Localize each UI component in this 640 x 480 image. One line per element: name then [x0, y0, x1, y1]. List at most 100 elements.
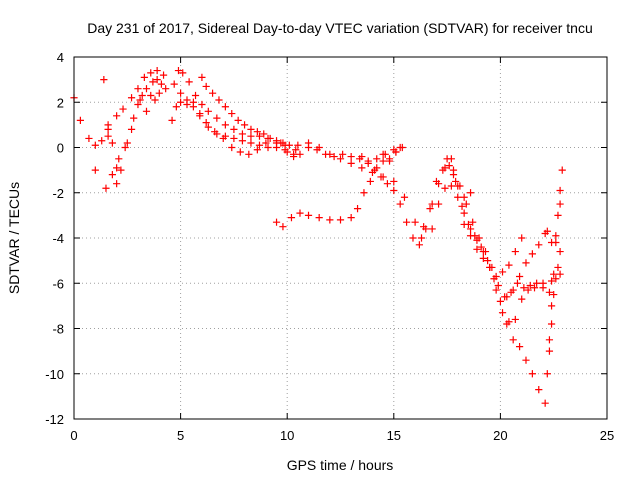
- data-point: [234, 116, 242, 124]
- data-point: [113, 112, 121, 120]
- data-point: [486, 263, 494, 272]
- y-tick-label: -12: [45, 412, 64, 427]
- data-point: [454, 182, 462, 190]
- data-point: [255, 132, 264, 140]
- data-point: [503, 293, 511, 301]
- data-point: [360, 189, 368, 197]
- data-point: [469, 218, 477, 226]
- data-point: [115, 155, 123, 163]
- data-point: [547, 320, 556, 328]
- data-point: [102, 184, 110, 192]
- data-point: [260, 130, 268, 138]
- data-point: [428, 200, 436, 208]
- data-point: [411, 218, 419, 226]
- data-point: [296, 150, 304, 158]
- data-point: [98, 137, 106, 145]
- data-point: [221, 103, 229, 111]
- data-point: [253, 146, 261, 154]
- data-point: [236, 148, 244, 156]
- data-point: [198, 100, 206, 109]
- data-point: [76, 116, 84, 124]
- y-tick-label: -10: [45, 367, 64, 382]
- data-point: [185, 78, 193, 86]
- data-point: [454, 193, 462, 201]
- data-point: [272, 137, 281, 145]
- data-point: [496, 297, 504, 305]
- data-point: [479, 254, 487, 262]
- data-point: [545, 288, 554, 296]
- x-tick-label: 25: [600, 428, 614, 443]
- data-point: [353, 204, 362, 213]
- data-point: [473, 245, 481, 253]
- data-point: [439, 166, 447, 174]
- data-point: [400, 193, 409, 201]
- series-track-2: [100, 76, 170, 188]
- data-point: [347, 214, 355, 222]
- series-track-19: [545, 247, 564, 355]
- data-point: [552, 232, 560, 240]
- data-point: [449, 171, 458, 179]
- data-point: [358, 164, 366, 172]
- data-point: [498, 309, 507, 317]
- data-point: [543, 370, 551, 378]
- series-track-16: [449, 171, 475, 201]
- data-point: [556, 247, 564, 256]
- data-point: [458, 202, 466, 210]
- data-point: [550, 290, 558, 299]
- series-track-6: [177, 98, 298, 158]
- series-track-7: [198, 73, 300, 154]
- data-point: [441, 184, 449, 192]
- data-point: [552, 275, 560, 283]
- data-point: [432, 177, 441, 186]
- data-point: [547, 277, 556, 285]
- data-point: [541, 399, 549, 407]
- data-point: [518, 234, 526, 242]
- data-point: [556, 200, 564, 208]
- data-point: [515, 272, 524, 281]
- data-point: [494, 281, 502, 290]
- data-point: [149, 78, 157, 86]
- data-point: [550, 270, 558, 278]
- data-point: [174, 66, 183, 75]
- series-track-22: [91, 164, 121, 192]
- data-point: [264, 143, 272, 152]
- data-point: [339, 150, 347, 158]
- data-point: [409, 234, 417, 242]
- data-point: [272, 143, 281, 152]
- series-track-1: [70, 66, 168, 149]
- data-point: [390, 177, 398, 186]
- data-point: [136, 96, 144, 104]
- data-point: [159, 71, 168, 79]
- data-point: [428, 225, 436, 233]
- data-point: [230, 134, 238, 143]
- x-axis-label: GPS time / hours: [287, 457, 394, 473]
- data-point: [364, 159, 372, 167]
- data-point: [336, 216, 345, 224]
- data-point: [475, 234, 483, 242]
- data-point: [123, 139, 131, 147]
- data-point: [383, 180, 392, 188]
- data-point: [462, 200, 470, 208]
- data-point: [558, 166, 566, 174]
- data-point: [121, 143, 129, 152]
- data-point: [515, 343, 524, 351]
- data-point: [443, 155, 451, 163]
- data-point: [296, 209, 304, 217]
- data-point: [170, 80, 178, 88]
- data-point: [208, 89, 217, 97]
- data-point: [100, 76, 108, 84]
- x-tick-label: 0: [70, 428, 77, 443]
- data-point: [127, 125, 136, 133]
- x-tick-label: 10: [280, 428, 294, 443]
- data-point: [452, 177, 460, 186]
- data-point: [460, 220, 468, 229]
- data-point: [528, 370, 536, 378]
- data-point: [142, 107, 151, 115]
- data-point: [247, 125, 255, 133]
- data-point: [279, 223, 287, 231]
- data-point: [262, 139, 270, 147]
- data-point: [189, 103, 197, 111]
- data-point: [151, 96, 159, 104]
